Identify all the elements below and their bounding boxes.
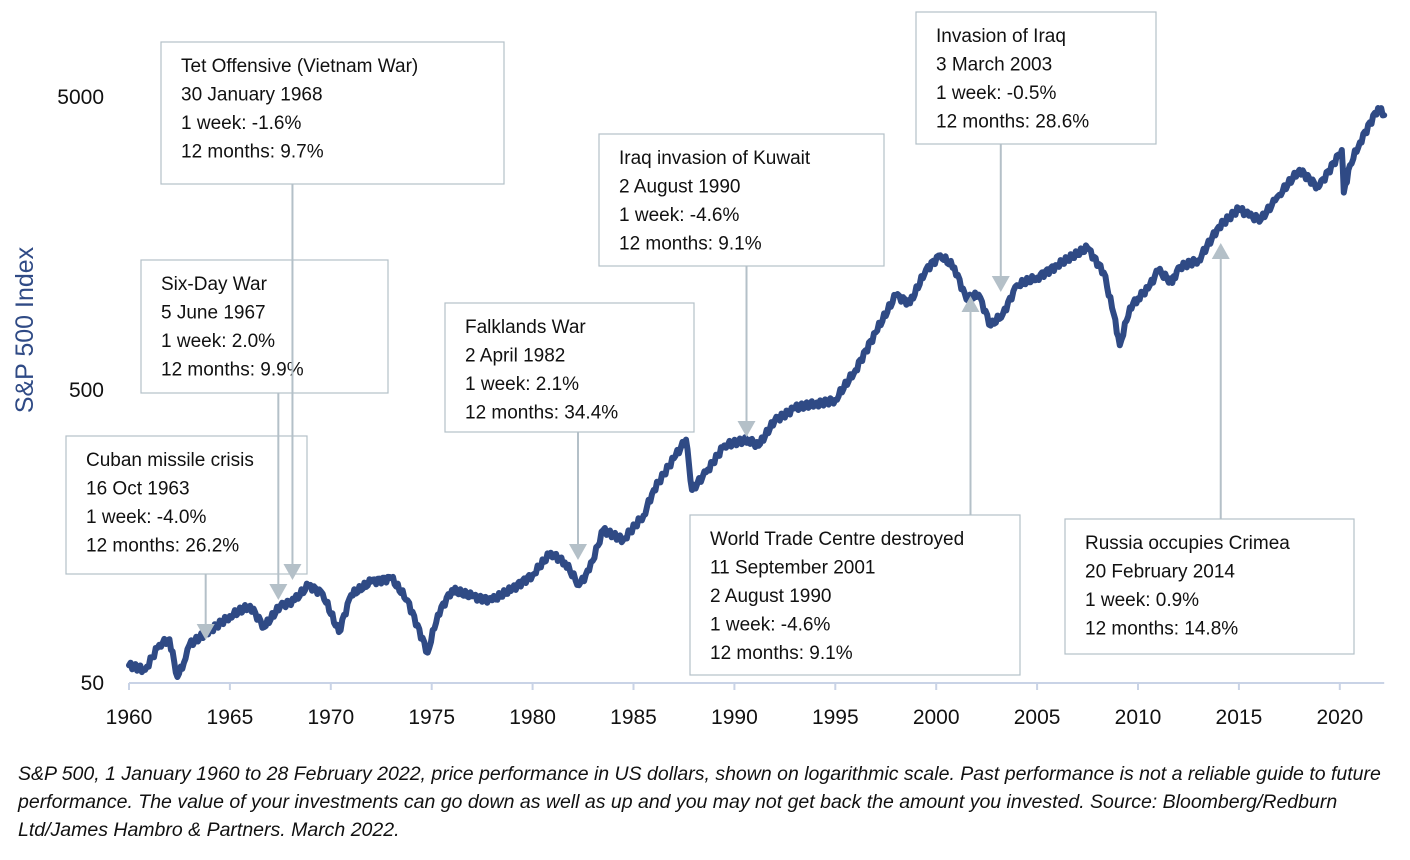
annotation-text: 1 week: 0.9% [1085, 590, 1199, 611]
annotation-callout: Cuban missile crisis 16 Oct 1963 1 week: -… [65, 435, 308, 575]
annotation-text: Falklands War [465, 317, 586, 338]
x-tick-label: 1985 [610, 706, 657, 729]
annotation-callout: Iraq invasion of Kuwait 2 August 1990 1 we… [598, 133, 885, 267]
annotation-text: Iraq invasion of Kuwait [619, 148, 811, 169]
annotation-text: 12 months: 9.7% [181, 142, 324, 163]
annotation-box [140, 259, 389, 394]
arrow-down-icon [283, 564, 302, 580]
annotation-text: 20 February 2014 [1085, 562, 1235, 583]
annotation-box [65, 435, 308, 575]
y-tick-label: 5000 [57, 86, 104, 109]
annotation-box [689, 514, 1021, 676]
x-tick-label: 2000 [913, 706, 960, 729]
annotation-text: 5 June 1967 [161, 303, 266, 324]
annotation-text: Six-Day War [161, 274, 268, 295]
annotation-callout: Invasion of Iraq 3 March 2003 1 week: -0.5… [915, 11, 1157, 145]
arrow-down-icon [569, 544, 588, 560]
x-tick-label: 1990 [711, 706, 758, 729]
sp500-chart: S&P 500 Index 1960 1965 1970 1975 1980 1985 19… [11, 11, 1388, 729]
y-axis-label: S&P 500 Index [11, 246, 39, 413]
x-tick-label: 1995 [812, 706, 859, 729]
annotation-text: 12 months: 9.1% [619, 234, 762, 255]
annotation-text: 2 August 1990 [710, 586, 832, 607]
annotation-text: Invasion of Iraq [936, 26, 1066, 47]
annotation-text: Russia occupies Crimea [1085, 533, 1290, 554]
annotation-callout: World Trade Centre destroyed 11 September… [689, 514, 1021, 676]
annotation-box [598, 133, 885, 267]
annotation-text: 12 months: 14.8% [1085, 619, 1238, 640]
annotation-callout: Russia occupies Crimea 20 February 2014 1 … [1064, 518, 1355, 655]
annotation-box [915, 11, 1157, 145]
annotation-text: 2 August 1990 [619, 177, 741, 198]
annotation-text: 1 week: -1.6% [181, 113, 301, 134]
annotation-text: 1 week: 2.0% [161, 331, 275, 352]
arrow-up-icon [961, 296, 980, 312]
annotation-text: 12 months: 28.6% [936, 112, 1089, 133]
arrow-down-icon [991, 276, 1010, 292]
x-tick-label: 1980 [509, 706, 556, 729]
annotation-box [1064, 518, 1355, 655]
annotation-text: 12 months: 9.9% [161, 360, 304, 381]
annotation-text: 1 week: -4.6% [710, 615, 830, 636]
annotation-text: 1 week: -4.0% [86, 507, 206, 528]
arrow-down-icon [737, 421, 756, 437]
annotation-callout: Six-Day War 5 June 1967 1 week: 2.0% 12 mon… [140, 259, 389, 394]
x-tick-label: 2010 [1115, 706, 1162, 729]
arrow-down-icon [196, 624, 215, 640]
x-tick-label: 1965 [207, 706, 254, 729]
annotation-text: 1 week: 2.1% [465, 374, 579, 395]
x-tick-label: 1975 [408, 706, 455, 729]
annotation-text: 12 months: 34.4% [465, 403, 618, 424]
annotation-callout: Tet Offensive (Vietnam War) 30 January 19… [160, 41, 505, 185]
annotation-box [444, 302, 695, 433]
x-tick-label: 1960 [106, 706, 153, 729]
arrow-up-icon [1211, 243, 1230, 259]
x-tick-label: 2020 [1316, 706, 1363, 729]
annotation-text: 30 January 1968 [181, 85, 323, 106]
annotation-text: 1 week: -4.6% [619, 205, 739, 226]
chart-caption: S&P 500, 1 January 1960 to 28 February 2… [18, 763, 1381, 841]
annotation-text: 16 Oct 1963 [86, 479, 190, 500]
annotation-text: World Trade Centre destroyed [710, 529, 964, 550]
y-tick-label: 500 [69, 379, 104, 402]
arrow-down-icon [269, 584, 288, 600]
x-tick-label: 2005 [1014, 706, 1061, 729]
annotation-box [160, 41, 505, 185]
annotation-text: Cuban missile crisis [86, 450, 254, 471]
annotation-callout: Falklands War 2 April 1982 1 week: 2.1% 12 … [444, 302, 695, 433]
annotation-text: 3 March 2003 [936, 55, 1052, 76]
x-tick-label: 2015 [1216, 706, 1263, 729]
annotation-text: 2 April 1982 [465, 346, 565, 367]
annotation-text: 12 months: 9.1% [710, 643, 853, 664]
annotation-text: 12 months: 26.2% [86, 536, 239, 557]
series-line-sp500 [126, 105, 1388, 680]
x-tick-label: 1970 [307, 706, 354, 729]
annotation-text: 1 week: -0.5% [936, 83, 1056, 104]
annotation-text: 11 September 2001 [710, 558, 876, 579]
y-tick-label: 50 [81, 672, 104, 695]
annotation-text: Tet Offensive (Vietnam War) [181, 56, 418, 77]
